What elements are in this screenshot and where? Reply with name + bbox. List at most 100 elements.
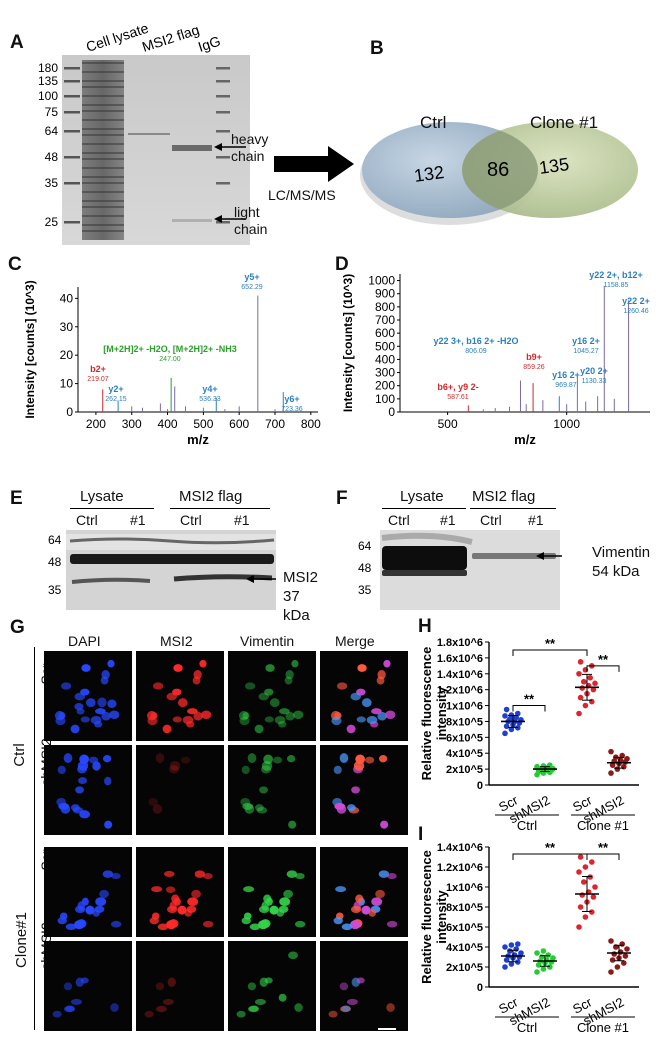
significance-bracket — [586, 853, 620, 860]
cell-mark — [286, 755, 296, 763]
cell-mark — [155, 982, 165, 991]
marker-64: 64 — [45, 124, 59, 138]
e-lane-3: Ctrl — [180, 512, 202, 528]
y-tick-label: 0 — [388, 405, 395, 419]
cell-mark — [278, 721, 287, 728]
lysate-band — [82, 152, 124, 154]
cell-mark — [341, 1005, 351, 1012]
cell-mark — [377, 711, 387, 721]
lysate-band — [82, 80, 124, 82]
data-point — [582, 702, 589, 709]
peak-mz: 1158.85 — [604, 282, 629, 289]
cell-mark — [165, 886, 176, 894]
cell-mark — [75, 786, 84, 794]
data-point — [534, 950, 540, 956]
venn-ctrl-label: Ctrl — [420, 113, 447, 132]
ladder-band — [216, 80, 230, 83]
lysate-band — [82, 110, 124, 112]
cell-mark — [182, 715, 194, 725]
peak-mz: 1130.33 — [582, 378, 607, 385]
x-tick-label: 800 — [301, 417, 321, 431]
cell-mark — [109, 710, 120, 720]
cell-mark — [249, 1005, 259, 1012]
significance-marker: ** — [598, 840, 609, 855]
cell-mark — [366, 715, 378, 725]
cell-mark — [151, 886, 163, 893]
cell-mark — [258, 920, 269, 930]
ladder-band — [216, 182, 230, 185]
significance-marker: ** — [545, 636, 556, 651]
cell-mark — [371, 708, 382, 715]
data-point — [576, 869, 582, 875]
ladder-band — [64, 67, 80, 70]
y-axis-label: intensity — [434, 890, 449, 944]
data-point — [576, 710, 582, 717]
data-point — [502, 713, 508, 719]
x-tick-label: 700 — [265, 417, 285, 431]
lysate-band — [82, 104, 124, 106]
cell-mark — [339, 753, 349, 763]
e-lane-4: #1 — [234, 512, 250, 528]
x-tick-label: 500 — [438, 417, 458, 431]
lysate-band — [82, 71, 124, 73]
cell-mark — [243, 886, 255, 893]
cell-mark — [288, 951, 298, 960]
cell-mark — [166, 692, 177, 701]
e-lane-1: Ctrl — [76, 512, 98, 528]
venn-clone-label: Clone #1 — [530, 113, 599, 132]
lane-label-igg: IgG — [196, 33, 222, 55]
data-point — [608, 938, 614, 944]
ladder-band — [216, 111, 230, 114]
cell-mark — [157, 923, 169, 931]
cell-mark — [163, 870, 175, 878]
f-lane-2: #1 — [440, 512, 456, 528]
venn-diagram: 132 86 135 — [360, 122, 638, 225]
cell-mark — [111, 873, 121, 880]
panel-letter-h: H — [418, 616, 432, 637]
data-point — [503, 706, 510, 713]
cell-mark — [162, 724, 172, 734]
y-tick-label: 1x10^6 — [446, 882, 483, 894]
ladder-band — [64, 95, 80, 98]
y-tick-label: 500 — [375, 339, 395, 353]
data-point — [577, 854, 584, 860]
cell-mark — [350, 692, 361, 701]
ladder-band — [64, 221, 80, 224]
y-tick-label: 6x10^5 — [446, 732, 483, 744]
cell-mark — [356, 716, 366, 723]
peak-mz: 859.26 — [523, 364, 545, 371]
cell-mark — [149, 917, 159, 925]
cell-mark — [97, 697, 107, 708]
data-point — [539, 954, 545, 960]
lysate-band — [82, 128, 124, 130]
cell-mark — [99, 889, 109, 899]
y-tick-label: 1.6x10^6 — [437, 653, 483, 665]
micrograph-tile — [136, 745, 224, 835]
cell-mark — [333, 765, 342, 775]
f-marker-48: 48 — [358, 561, 372, 575]
ladder-band — [64, 182, 80, 185]
cell-mark — [107, 659, 115, 668]
cell-mark — [378, 870, 390, 878]
peak-annotation: b6+, y9 2- — [437, 382, 478, 392]
lysate-band — [82, 230, 124, 232]
y-tick-label: 0 — [477, 982, 483, 994]
y-tick-label: 200 — [375, 379, 395, 393]
g-group-clone: Clone#1 — [13, 912, 30, 968]
cell-mark — [85, 905, 95, 915]
cell-mark — [334, 802, 346, 810]
cell-mark — [100, 676, 109, 685]
peak-annotation: y6+ — [284, 394, 299, 404]
cell-mark — [193, 711, 203, 721]
significance-bracket — [512, 705, 546, 712]
y-tick-label: 800 — [375, 300, 395, 314]
cell-mark — [258, 692, 269, 701]
data-point — [545, 952, 551, 958]
cell-mark — [241, 765, 250, 775]
lysate-band — [82, 182, 124, 184]
cell-mark — [361, 698, 372, 708]
data-point — [622, 953, 629, 959]
cell-mark — [259, 786, 268, 794]
significance-marker: ** — [598, 652, 609, 667]
cell-mark — [350, 905, 362, 914]
